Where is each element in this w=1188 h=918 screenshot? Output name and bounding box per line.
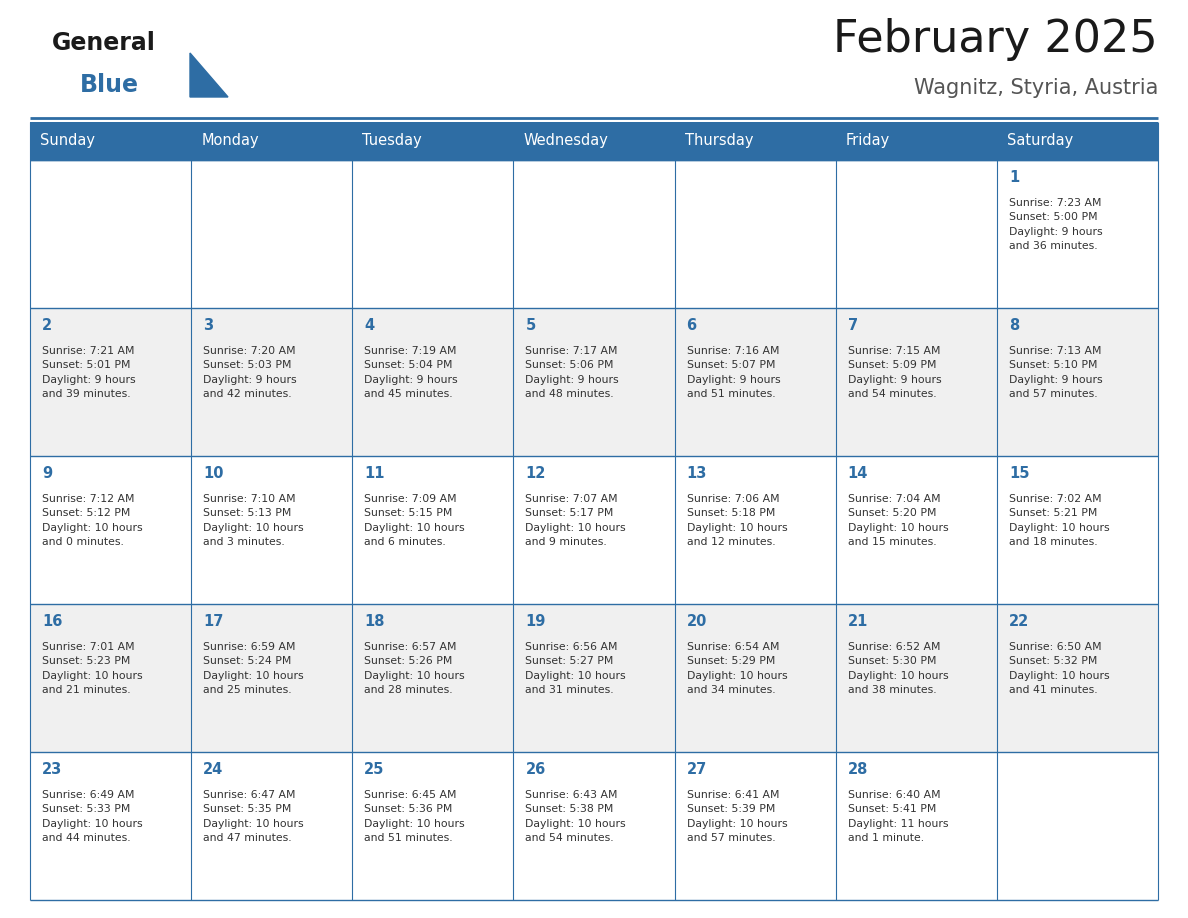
Text: Sunrise: 7:09 AM
Sunset: 5:15 PM
Daylight: 10 hours
and 6 minutes.: Sunrise: 7:09 AM Sunset: 5:15 PM Dayligh… (365, 494, 465, 547)
Bar (30, 456, 1158, 604)
Text: Sunday: Sunday (40, 133, 95, 149)
Text: Sunrise: 6:56 AM
Sunset: 5:27 PM
Daylight: 10 hours
and 31 minutes.: Sunrise: 6:56 AM Sunset: 5:27 PM Dayligh… (525, 642, 626, 695)
Text: 11: 11 (365, 466, 385, 481)
Text: General: General (52, 31, 156, 55)
Text: 12: 12 (525, 466, 545, 481)
Text: Sunrise: 7:21 AM
Sunset: 5:01 PM
Daylight: 9 hours
and 39 minutes.: Sunrise: 7:21 AM Sunset: 5:01 PM Dayligh… (42, 346, 135, 399)
Text: Sunrise: 7:06 AM
Sunset: 5:18 PM
Daylight: 10 hours
and 12 minutes.: Sunrise: 7:06 AM Sunset: 5:18 PM Dayligh… (687, 494, 788, 547)
Text: 13: 13 (687, 466, 707, 481)
Text: 15: 15 (1009, 466, 1029, 481)
Text: Sunrise: 6:41 AM
Sunset: 5:39 PM
Daylight: 10 hours
and 57 minutes.: Sunrise: 6:41 AM Sunset: 5:39 PM Dayligh… (687, 790, 788, 844)
Text: 27: 27 (687, 762, 707, 777)
Text: 4: 4 (365, 318, 374, 333)
Text: Sunrise: 7:15 AM
Sunset: 5:09 PM
Daylight: 9 hours
and 54 minutes.: Sunrise: 7:15 AM Sunset: 5:09 PM Dayligh… (848, 346, 941, 399)
Text: Thursday: Thursday (684, 133, 753, 149)
Text: Monday: Monday (201, 133, 259, 149)
Bar (353, 122, 513, 160)
Bar (30, 752, 1158, 900)
Text: Sunrise: 7:20 AM
Sunset: 5:03 PM
Daylight: 9 hours
and 42 minutes.: Sunrise: 7:20 AM Sunset: 5:03 PM Dayligh… (203, 346, 297, 399)
Bar (997, 122, 1158, 160)
Text: 7: 7 (848, 318, 858, 333)
Text: Sunrise: 7:23 AM
Sunset: 5:00 PM
Daylight: 9 hours
and 36 minutes.: Sunrise: 7:23 AM Sunset: 5:00 PM Dayligh… (1009, 198, 1102, 252)
Text: Sunrise: 6:54 AM
Sunset: 5:29 PM
Daylight: 10 hours
and 34 minutes.: Sunrise: 6:54 AM Sunset: 5:29 PM Dayligh… (687, 642, 788, 695)
Text: 16: 16 (42, 614, 63, 629)
Text: Friday: Friday (846, 133, 890, 149)
Bar (30, 308, 1158, 456)
Bar (30, 160, 1158, 308)
Text: 18: 18 (365, 614, 385, 629)
Bar (675, 122, 835, 160)
Text: Sunrise: 7:12 AM
Sunset: 5:12 PM
Daylight: 10 hours
and 0 minutes.: Sunrise: 7:12 AM Sunset: 5:12 PM Dayligh… (42, 494, 143, 547)
Text: Sunrise: 7:04 AM
Sunset: 5:20 PM
Daylight: 10 hours
and 15 minutes.: Sunrise: 7:04 AM Sunset: 5:20 PM Dayligh… (848, 494, 948, 547)
Text: 26: 26 (525, 762, 545, 777)
Text: Sunrise: 7:07 AM
Sunset: 5:17 PM
Daylight: 10 hours
and 9 minutes.: Sunrise: 7:07 AM Sunset: 5:17 PM Dayligh… (525, 494, 626, 547)
Text: Sunrise: 6:43 AM
Sunset: 5:38 PM
Daylight: 10 hours
and 54 minutes.: Sunrise: 6:43 AM Sunset: 5:38 PM Dayligh… (525, 790, 626, 844)
Text: 24: 24 (203, 762, 223, 777)
Text: Sunrise: 6:49 AM
Sunset: 5:33 PM
Daylight: 10 hours
and 44 minutes.: Sunrise: 6:49 AM Sunset: 5:33 PM Dayligh… (42, 790, 143, 844)
Text: 2: 2 (42, 318, 52, 333)
Text: Sunrise: 6:57 AM
Sunset: 5:26 PM
Daylight: 10 hours
and 28 minutes.: Sunrise: 6:57 AM Sunset: 5:26 PM Dayligh… (365, 642, 465, 695)
Text: February 2025: February 2025 (833, 18, 1158, 61)
Text: Sunrise: 6:40 AM
Sunset: 5:41 PM
Daylight: 11 hours
and 1 minute.: Sunrise: 6:40 AM Sunset: 5:41 PM Dayligh… (848, 790, 948, 844)
Text: Sunrise: 6:52 AM
Sunset: 5:30 PM
Daylight: 10 hours
and 38 minutes.: Sunrise: 6:52 AM Sunset: 5:30 PM Dayligh… (848, 642, 948, 695)
Bar (835, 122, 997, 160)
Text: Sunrise: 6:47 AM
Sunset: 5:35 PM
Daylight: 10 hours
and 47 minutes.: Sunrise: 6:47 AM Sunset: 5:35 PM Dayligh… (203, 790, 304, 844)
Text: 3: 3 (203, 318, 214, 333)
Bar (191, 122, 353, 160)
Text: Sunrise: 7:17 AM
Sunset: 5:06 PM
Daylight: 9 hours
and 48 minutes.: Sunrise: 7:17 AM Sunset: 5:06 PM Dayligh… (525, 346, 619, 399)
Text: Sunrise: 7:13 AM
Sunset: 5:10 PM
Daylight: 9 hours
and 57 minutes.: Sunrise: 7:13 AM Sunset: 5:10 PM Dayligh… (1009, 346, 1102, 399)
Text: 1: 1 (1009, 170, 1019, 185)
Text: 6: 6 (687, 318, 696, 333)
Text: Tuesday: Tuesday (362, 133, 422, 149)
Text: Wednesday: Wednesday (524, 133, 608, 149)
Text: Sunrise: 7:02 AM
Sunset: 5:21 PM
Daylight: 10 hours
and 18 minutes.: Sunrise: 7:02 AM Sunset: 5:21 PM Dayligh… (1009, 494, 1110, 547)
Text: 10: 10 (203, 466, 223, 481)
Text: 5: 5 (525, 318, 536, 333)
Text: Sunrise: 7:01 AM
Sunset: 5:23 PM
Daylight: 10 hours
and 21 minutes.: Sunrise: 7:01 AM Sunset: 5:23 PM Dayligh… (42, 642, 143, 695)
Text: 21: 21 (848, 614, 868, 629)
Bar (513, 122, 675, 160)
Text: 22: 22 (1009, 614, 1029, 629)
Bar (30, 122, 191, 160)
Text: 20: 20 (687, 614, 707, 629)
Text: Sunrise: 6:45 AM
Sunset: 5:36 PM
Daylight: 10 hours
and 51 minutes.: Sunrise: 6:45 AM Sunset: 5:36 PM Dayligh… (365, 790, 465, 844)
Text: Sunrise: 6:50 AM
Sunset: 5:32 PM
Daylight: 10 hours
and 41 minutes.: Sunrise: 6:50 AM Sunset: 5:32 PM Dayligh… (1009, 642, 1110, 695)
Text: Blue: Blue (80, 73, 139, 97)
Text: 23: 23 (42, 762, 62, 777)
Text: Sunrise: 7:16 AM
Sunset: 5:07 PM
Daylight: 9 hours
and 51 minutes.: Sunrise: 7:16 AM Sunset: 5:07 PM Dayligh… (687, 346, 781, 399)
Text: Wagnitz, Styria, Austria: Wagnitz, Styria, Austria (914, 78, 1158, 98)
Text: 19: 19 (525, 614, 545, 629)
Text: 8: 8 (1009, 318, 1019, 333)
Bar (30, 604, 1158, 752)
Text: Sunrise: 7:10 AM
Sunset: 5:13 PM
Daylight: 10 hours
and 3 minutes.: Sunrise: 7:10 AM Sunset: 5:13 PM Dayligh… (203, 494, 304, 547)
Text: 25: 25 (365, 762, 385, 777)
Text: 14: 14 (848, 466, 868, 481)
Text: 28: 28 (848, 762, 868, 777)
Text: Sunrise: 6:59 AM
Sunset: 5:24 PM
Daylight: 10 hours
and 25 minutes.: Sunrise: 6:59 AM Sunset: 5:24 PM Dayligh… (203, 642, 304, 695)
Text: Sunrise: 7:19 AM
Sunset: 5:04 PM
Daylight: 9 hours
and 45 minutes.: Sunrise: 7:19 AM Sunset: 5:04 PM Dayligh… (365, 346, 457, 399)
Polygon shape (190, 53, 228, 97)
Text: Saturday: Saturday (1007, 133, 1073, 149)
Text: 17: 17 (203, 614, 223, 629)
Text: 9: 9 (42, 466, 52, 481)
